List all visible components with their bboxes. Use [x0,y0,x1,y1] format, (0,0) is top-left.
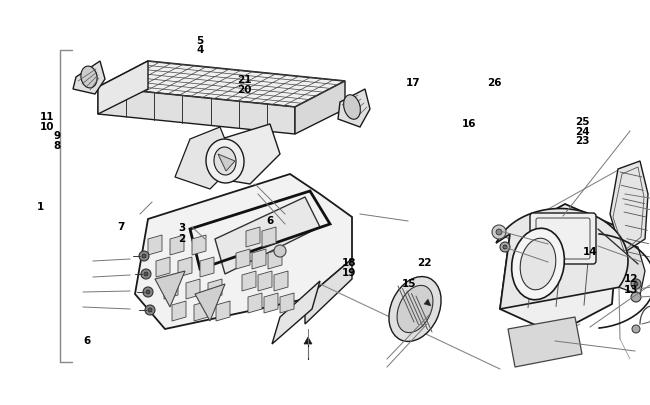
Text: 25: 25 [575,117,590,126]
FancyBboxPatch shape [530,213,596,264]
Polygon shape [178,257,192,277]
Text: 17: 17 [406,78,420,88]
Circle shape [631,279,641,289]
Text: 15: 15 [402,278,417,288]
Text: 16: 16 [462,119,476,129]
Polygon shape [155,271,185,307]
Text: 8: 8 [53,141,60,151]
Polygon shape [258,271,272,291]
Polygon shape [236,249,250,269]
Text: 9: 9 [53,131,60,141]
Polygon shape [73,62,105,95]
Text: 5: 5 [196,36,204,46]
Polygon shape [170,235,184,256]
Polygon shape [215,198,320,274]
Polygon shape [295,82,345,135]
Polygon shape [242,271,256,291]
Text: 7: 7 [118,221,125,231]
Polygon shape [500,205,618,334]
Text: 6: 6 [266,216,274,226]
Ellipse shape [344,96,360,120]
Polygon shape [424,299,431,306]
Polygon shape [305,259,352,324]
Polygon shape [218,155,235,172]
Polygon shape [208,279,222,299]
Text: 19: 19 [342,267,356,277]
Ellipse shape [520,239,556,290]
Text: 6: 6 [84,335,91,345]
Circle shape [503,245,507,249]
Polygon shape [190,125,280,185]
Ellipse shape [512,229,564,300]
Polygon shape [608,239,645,295]
Text: 23: 23 [575,136,590,146]
Polygon shape [164,279,178,299]
Circle shape [631,292,641,302]
Polygon shape [98,88,295,135]
Circle shape [145,305,155,315]
Text: 1: 1 [37,202,44,211]
Polygon shape [338,90,370,128]
Polygon shape [172,301,186,321]
Polygon shape [200,257,214,277]
Text: 12: 12 [624,274,638,284]
Polygon shape [508,317,582,367]
Text: 24: 24 [575,126,590,136]
Text: 14: 14 [582,246,597,256]
Polygon shape [248,293,262,313]
Polygon shape [496,209,628,309]
Polygon shape [192,235,206,256]
Text: 18: 18 [342,258,356,267]
Circle shape [492,226,506,239]
Polygon shape [252,249,266,269]
Circle shape [146,290,150,294]
Polygon shape [268,249,282,269]
Polygon shape [610,162,648,254]
Circle shape [274,245,286,257]
Circle shape [148,308,152,312]
Text: 3: 3 [178,223,185,232]
Polygon shape [175,128,235,190]
Polygon shape [262,228,276,247]
Circle shape [634,282,638,286]
Circle shape [139,252,149,261]
Polygon shape [98,62,345,108]
Text: 11: 11 [40,112,54,122]
Ellipse shape [389,277,441,341]
Ellipse shape [397,286,433,333]
Text: 2: 2 [178,233,185,243]
Text: 22: 22 [417,258,432,267]
Polygon shape [246,228,260,247]
Polygon shape [264,293,278,313]
Circle shape [141,269,151,279]
Polygon shape [272,281,320,344]
Text: 26: 26 [487,78,501,88]
Text: 4: 4 [196,45,204,55]
Ellipse shape [206,140,244,183]
Ellipse shape [214,148,236,175]
Text: 21: 21 [237,75,252,85]
Polygon shape [135,175,352,329]
Polygon shape [304,337,312,344]
Polygon shape [98,62,148,115]
Ellipse shape [81,67,97,89]
Circle shape [143,287,153,297]
Polygon shape [186,279,200,299]
Polygon shape [274,271,288,291]
Circle shape [632,325,640,333]
Circle shape [144,272,148,276]
Circle shape [496,230,502,235]
Polygon shape [194,301,208,321]
Polygon shape [148,235,162,256]
Text: 10: 10 [40,122,54,132]
Text: 13: 13 [624,284,638,294]
Text: 20: 20 [237,85,252,95]
Circle shape [500,243,510,252]
Polygon shape [195,284,225,321]
Polygon shape [280,293,294,313]
Polygon shape [216,301,230,321]
Polygon shape [156,257,170,277]
Circle shape [142,254,146,258]
